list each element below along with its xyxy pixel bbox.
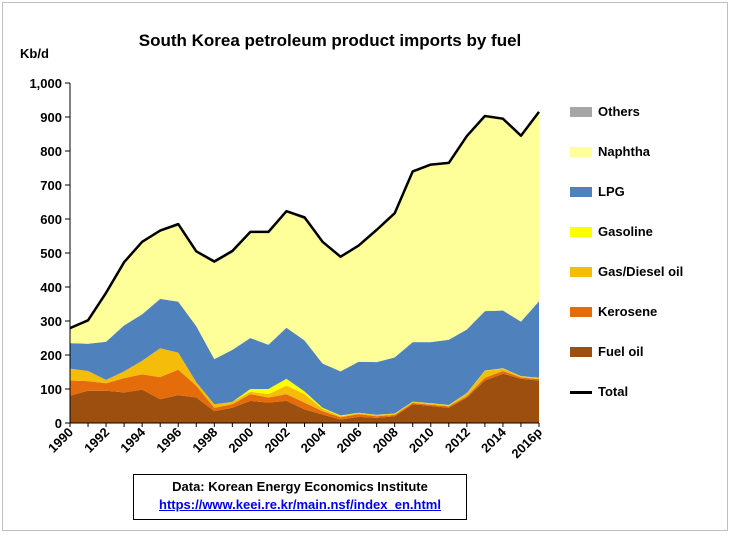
y-tick-label: 600 (40, 212, 62, 227)
legend-label-gasoline: Gasoline (598, 224, 653, 239)
x-tick-label: 2012 (442, 425, 473, 456)
y-tick-label: 400 (40, 280, 62, 295)
legend-label-naphtha: Naphtha (598, 144, 650, 159)
x-tick-label: 1990 (45, 425, 76, 456)
legend-label-gas-diesel-oil: Gas/Diesel oil (598, 264, 684, 279)
legend-swatch-lpg (570, 187, 592, 197)
x-tick-label: 2016p (508, 424, 545, 461)
x-tick-label: 2002 (262, 425, 293, 456)
legend-swatch-others (570, 107, 592, 117)
x-tick-label: 1998 (189, 425, 220, 456)
legend-swatch-fuel-oil (570, 347, 592, 357)
x-tick-label: 2014 (478, 424, 510, 456)
legend-label-fuel-oil: Fuel oil (598, 344, 644, 359)
x-tick-label: 2008 (370, 425, 401, 456)
area-lpg (70, 298, 539, 416)
y-tick-label: 0 (55, 416, 62, 431)
area-kerosene (70, 369, 539, 420)
legend-label-kerosene: Kerosene (598, 304, 658, 319)
total-line (69, 111, 540, 330)
y-tick-label: 100 (40, 382, 62, 397)
x-tick-label: 2010 (406, 425, 437, 456)
x-tick-label: 2004 (298, 424, 330, 456)
y-axis-unit-label: Kb/d (20, 46, 49, 61)
y-tick-label: 900 (40, 110, 62, 125)
legend-line-total (570, 391, 592, 394)
source-text: Data: Korean Energy Economics Institute (172, 479, 428, 494)
area-fuel-oil (70, 373, 539, 423)
legend-swatch-kerosene (570, 307, 592, 317)
y-tick-label: 700 (40, 178, 62, 193)
y-tick-label: 800 (40, 144, 62, 159)
y-tick-label: 300 (40, 314, 62, 329)
chart-title: South Korea petroleum product imports by… (138, 31, 522, 50)
x-tick-label: 1992 (81, 425, 112, 456)
legend-swatch-naphtha (570, 147, 592, 157)
x-tick-label: 2006 (334, 425, 365, 456)
source-link[interactable]: https://www.keei.re.kr/main.nsf/index_en… (159, 497, 441, 512)
legend-label-others: Others (598, 104, 640, 119)
legend-swatch-gasoline (570, 227, 592, 237)
y-tick-label: 1,000 (29, 76, 62, 91)
x-tick-label: 1996 (153, 425, 184, 456)
y-tick-label: 500 (40, 246, 62, 261)
y-tick-label: 200 (40, 348, 62, 363)
area-naphtha (70, 112, 539, 372)
source-box: Data: Korean Energy Economics Institute … (133, 474, 467, 520)
legend-label-total: Total (598, 384, 629, 399)
legend-swatch-gas-diesel-oil (570, 267, 592, 277)
x-tick-label: 2000 (225, 425, 256, 456)
x-tick-label: 1994 (117, 424, 149, 456)
legend-label-lpg: LPG (598, 184, 625, 199)
